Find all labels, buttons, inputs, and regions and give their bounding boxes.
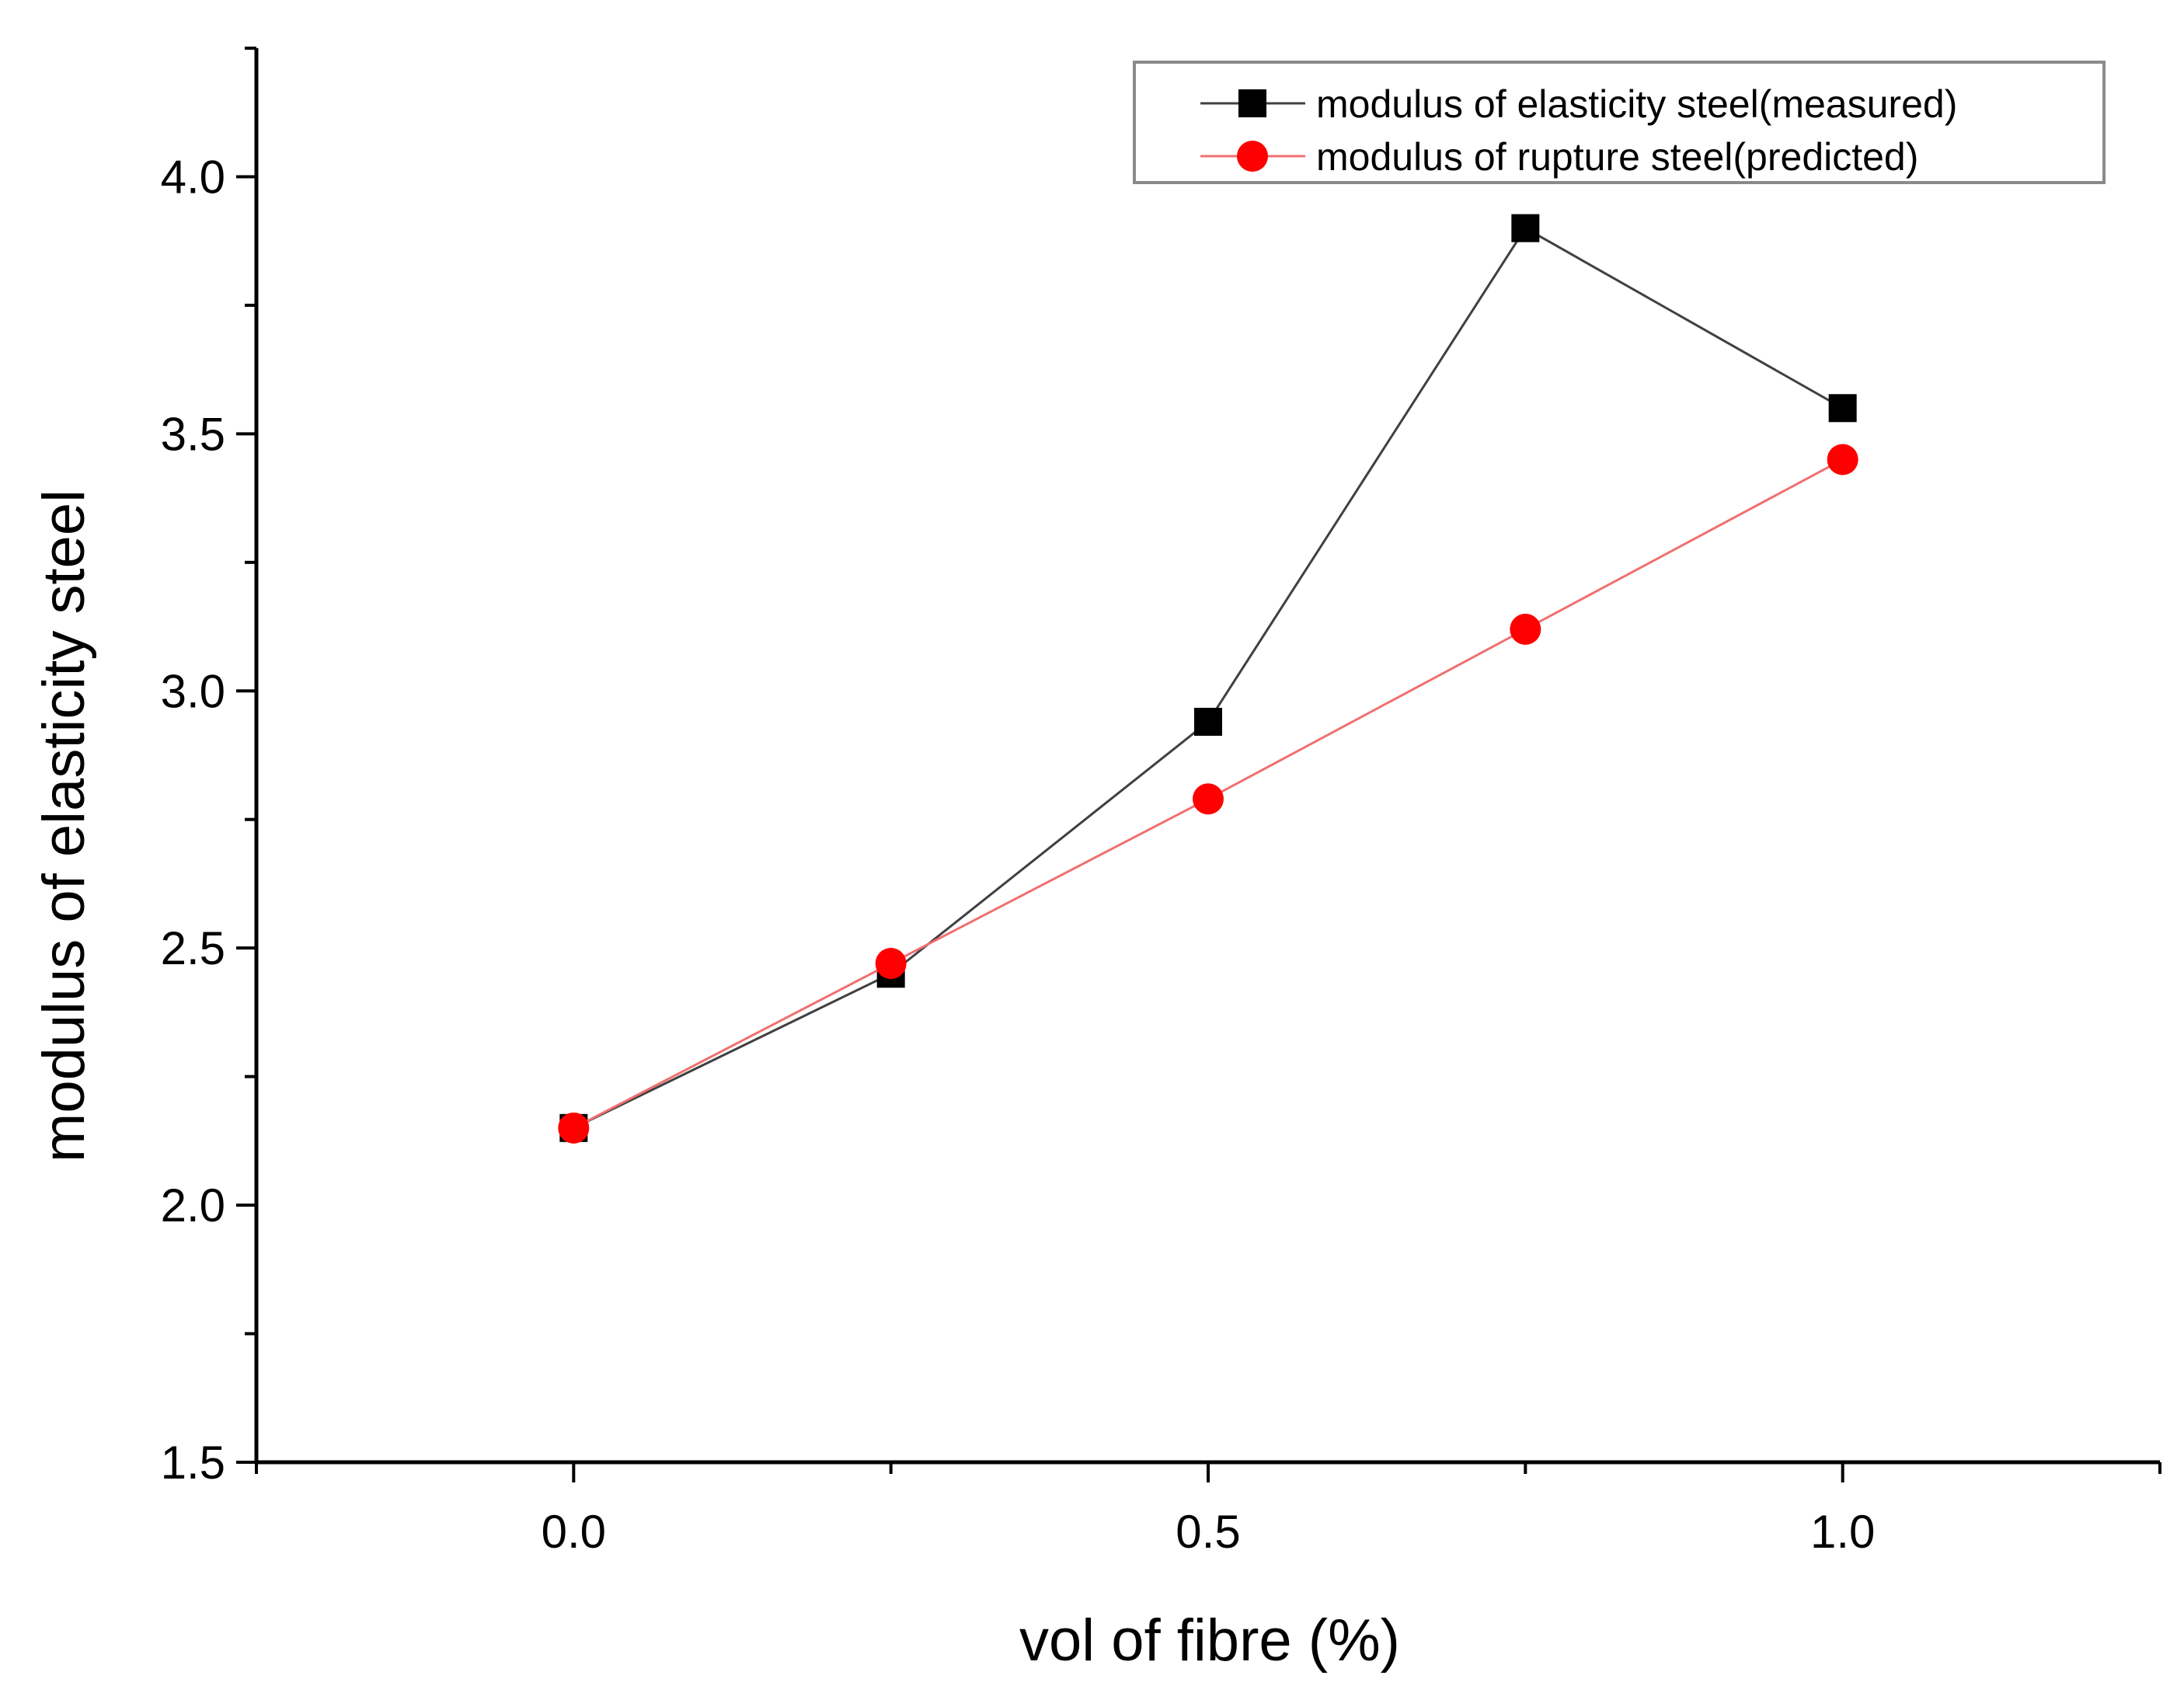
x-tick-label: 1.0 [1810, 1506, 1875, 1558]
x-axis-title: vol of fibre (%) [1019, 1608, 1400, 1674]
y-tick-label: 2.0 [161, 1179, 225, 1231]
legend-box [1133, 61, 2106, 184]
data-point-circle [558, 1112, 590, 1144]
legend: modulus of elasticity steel(measured) mod… [1133, 61, 2106, 184]
axes: 1.5 2.0 2.5 3.0 3.5 4.0 0.0 0.5 1.0 [161, 47, 2161, 1558]
y-axis-title: modulus of elasticity steel [31, 489, 97, 1162]
data-point-square [1511, 214, 1540, 242]
legend-marker-circle [1237, 141, 1268, 172]
x-tick-label: 0.0 [542, 1506, 606, 1558]
data-point-square [1194, 707, 1222, 736]
y-tick-label: 2.5 [161, 922, 225, 974]
plot-series [558, 214, 1858, 1144]
series-1 [559, 214, 1857, 1142]
y-tick-label: 1.5 [161, 1437, 225, 1489]
legend-entry-1: modulus of elasticity steel(measured) [1200, 82, 1957, 126]
data-point-square [1828, 394, 1857, 423]
data-point-circle [1827, 444, 1858, 476]
y-tick-label: 3.0 [161, 665, 225, 717]
data-point-circle [1510, 613, 1541, 645]
y-tick-label: 4.0 [161, 151, 225, 203]
data-point-circle [875, 948, 907, 980]
legend-label: modulus of elasticity steel(measured) [1316, 82, 1957, 126]
data-point-circle [1193, 783, 1224, 815]
x-tick-label: 0.5 [1176, 1506, 1240, 1558]
series-2 [558, 444, 1858, 1144]
series-line [573, 226, 1844, 1130]
legend-entry-2: modulus of rupture steel(predicted) [1200, 135, 1918, 179]
legend-marker-square [1238, 89, 1266, 117]
y-tick-label: 3.5 [161, 408, 225, 460]
legend-label: modulus of rupture steel(predicted) [1316, 135, 1918, 179]
